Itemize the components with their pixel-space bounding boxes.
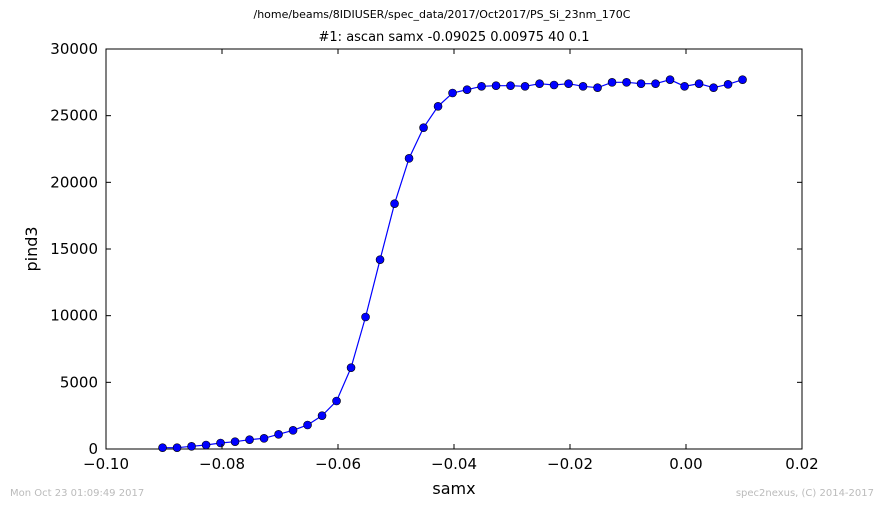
data-point <box>694 79 704 88</box>
y-axis: 0 5000 10000 15000 20000 25000 30000 <box>50 40 802 458</box>
data-point <box>317 411 327 420</box>
data-point <box>709 83 718 92</box>
data-point <box>187 442 196 451</box>
data-point <box>346 363 356 372</box>
data-point <box>259 434 269 443</box>
data-point <box>433 102 443 111</box>
x-axis: −0.10 −0.08 −0.06 −0.04 −0.02 0.00 0.02 <box>83 49 819 473</box>
x-tick-label: −0.02 <box>547 455 593 473</box>
data-point <box>172 443 182 452</box>
data-point <box>607 78 617 87</box>
data-point <box>665 75 675 84</box>
x-tick-label: −0.04 <box>431 455 477 473</box>
footer-credit: spec2nexus, (C) 2014-2017 <box>735 488 874 499</box>
data-point <box>535 79 544 88</box>
data-point <box>158 443 167 452</box>
data-point <box>622 78 631 87</box>
data-point <box>419 123 428 132</box>
data-point <box>375 255 385 264</box>
data-point <box>404 154 414 163</box>
data-point <box>477 82 486 91</box>
data-point <box>491 81 501 90</box>
chart-title: #1: ascan samx -0.09025 0.00975 40 0.1 <box>318 30 590 45</box>
data-point <box>332 396 341 406</box>
data-point <box>738 75 747 84</box>
data-point <box>593 83 602 92</box>
data-point <box>520 82 530 91</box>
data-point <box>201 440 211 450</box>
data-point <box>549 80 559 90</box>
x-tick-label: −0.10 <box>83 455 129 473</box>
data-point <box>578 82 588 91</box>
data-point <box>462 85 472 94</box>
data-point <box>506 81 515 90</box>
y-tick-label: 0 <box>88 440 98 458</box>
y-tick-label: 5000 <box>60 373 98 391</box>
data-point <box>448 88 457 98</box>
data-point <box>723 80 733 89</box>
x-tick-label: 0.02 <box>785 455 818 473</box>
data-point <box>564 79 573 88</box>
x-tick-label: 0.00 <box>669 455 702 473</box>
data-point <box>245 435 254 444</box>
x-tick-label: −0.06 <box>315 455 361 473</box>
plot-frame <box>105 48 803 450</box>
data-point <box>274 430 283 439</box>
x-axis-label: samx <box>432 479 475 498</box>
y-tick-label: 25000 <box>50 107 98 125</box>
data-point <box>680 82 689 91</box>
data-point <box>216 438 225 448</box>
y-tick-label: 30000 <box>50 40 98 58</box>
data-point <box>651 79 660 88</box>
y-axis-label: pind3 <box>22 226 41 271</box>
data-point <box>288 426 298 435</box>
y-tick-label: 20000 <box>50 173 98 191</box>
data-point <box>636 79 646 88</box>
data-point <box>303 420 312 430</box>
data-point <box>390 199 399 208</box>
data-point <box>230 437 240 446</box>
figure-suptitle: /home/beams/8IDIUSER/spec_data/2017/Oct2… <box>253 8 631 21</box>
footer-timestamp: Mon Oct 23 01:09:49 2017 <box>10 488 145 499</box>
y-tick-label: 10000 <box>50 307 98 325</box>
plot-area <box>105 48 803 452</box>
y-tick-label: 15000 <box>50 240 98 258</box>
data-point <box>361 312 370 322</box>
x-tick-label: −0.08 <box>199 455 245 473</box>
